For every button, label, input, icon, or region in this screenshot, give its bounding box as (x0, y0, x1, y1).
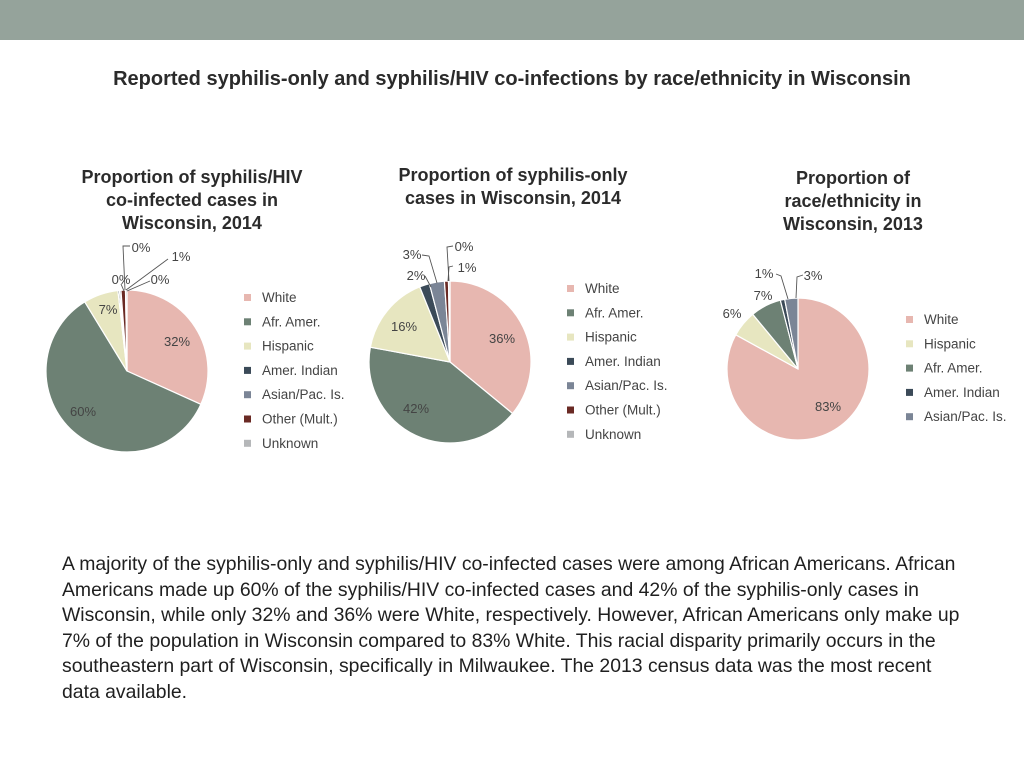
legend-swatch-other-mult (567, 406, 574, 414)
leader-line-amer-indian (775, 273, 789, 300)
legend-item-asian-pac-is: Asian/Pac. Is. (262, 387, 345, 402)
legend-swatch-afr-amer (244, 318, 251, 326)
legend-swatch-amer-indian (906, 388, 913, 396)
legend-swatch-other-mult (244, 415, 251, 423)
legend-item-white: White (585, 281, 620, 296)
legend-swatch-afr-amer (906, 364, 913, 372)
legend: White Afr. Amer. Hispanic Amer. Indian Asian… (244, 290, 345, 451)
legend-item-asian-pac-is: Asian/Pac. Is. (924, 409, 1007, 424)
data-label-amer-indian: 0% (112, 272, 131, 287)
data-label-other-mult: 1% (458, 260, 477, 275)
legend-swatch-white (567, 285, 574, 292)
legend-swatch-amer-indian (244, 366, 251, 374)
pie-slices (368, 280, 532, 444)
legend-item-amer-indian: Amer. Indian (924, 385, 1000, 400)
leader-line-asian-pac-is (126, 280, 151, 292)
data-label-amer-indian: 1% (755, 266, 774, 281)
legend: White Hispanic Afr. Amer. Amer. Indian Asian… (906, 312, 1007, 424)
data-label-white: 83% (815, 399, 841, 414)
data-label-unknown: 0% (455, 239, 474, 254)
legend-item-afr-amer: Afr. Amer. (924, 361, 983, 376)
data-label-white: 32% (164, 334, 190, 349)
pie-slice-afr-amer (368, 346, 514, 444)
legend-swatch-hispanic (244, 342, 251, 350)
legend-swatch-hispanic (906, 340, 913, 348)
legend-swatch-asian-pac-is (906, 413, 913, 421)
page-title: Reported syphilis-only and syphilis/HIV … (113, 68, 911, 90)
legend-swatch-unknown (567, 430, 574, 438)
pie-slice-afr-amer (45, 301, 202, 453)
data-label-other-mult: 1% (172, 249, 191, 264)
legend-item-white: White (262, 290, 297, 305)
chart-title-syphilis-only: Proportion of syphilis-only cases in Wisc… (398, 165, 628, 208)
data-label-asian-pac-is: 0% (151, 272, 170, 287)
legend-swatch-amer-indian (567, 357, 574, 365)
legend-swatch-hispanic (567, 333, 574, 341)
data-label-afr-amer: 42% (403, 401, 429, 416)
data-label-hispanic: 16% (391, 319, 417, 334)
data-label-afr-amer: 7% (754, 288, 773, 303)
pie-slice-white (449, 280, 532, 415)
leader-line-other-mult (125, 258, 169, 291)
legend-item-hispanic: Hispanic (924, 336, 976, 351)
legend-item-other-mult: Other (Mult.) (262, 412, 338, 427)
legend-item-white: White (924, 312, 959, 327)
legend-item-unknown: Unknown (262, 436, 318, 451)
data-label-hispanic: 7% (99, 302, 118, 317)
legend-swatch-afr-amer (567, 309, 574, 317)
legend-swatch-unknown (244, 439, 251, 447)
leader-line-unknown (446, 245, 454, 282)
data-label-white: 36% (489, 331, 515, 346)
legend-item-amer-indian: Amer. Indian (262, 363, 338, 378)
pie-slice-asian-pac-is (783, 297, 799, 370)
legend-item-afr-amer: Afr. Amer. (262, 314, 321, 329)
legend-item-other-mult: Other (Mult.) (585, 403, 661, 418)
legend-item-afr-amer: Afr. Amer. (585, 305, 644, 320)
legend: White Afr. Amer. Hispanic Amer. Indian Asian… (567, 281, 668, 442)
summary-paragraph: A majority of the syphilis-only and syph… (62, 553, 960, 703)
pie-slice-white (126, 289, 209, 406)
legend-item-unknown: Unknown (585, 427, 641, 442)
legend-swatch-asian-pac-is (567, 382, 574, 390)
data-label-asian-pac-is: 3% (804, 268, 823, 283)
pie-slices (726, 297, 870, 441)
chart-title-coinfected: Proportion of syphilis/HIV co-infected ca… (81, 167, 303, 233)
leader-line-unknown (122, 245, 130, 291)
leader-line-asian-pac-is (795, 274, 804, 299)
data-label-unknown: 0% (132, 240, 151, 255)
legend-item-hispanic: Hispanic (262, 339, 314, 354)
legend-swatch-white (906, 316, 913, 323)
legend-item-hispanic: Hispanic (585, 330, 637, 345)
data-label-hispanic: 6% (723, 306, 742, 321)
leader-line-asian-pac-is (421, 254, 438, 284)
legend-swatch-asian-pac-is (244, 391, 251, 399)
data-label-asian-pac-is: 3% (403, 247, 422, 262)
pie-slice-hispanic (369, 286, 451, 363)
chart-title-population: Proportion of race/ethnicity in Wisconsin,… (783, 168, 923, 234)
pie-slices (45, 289, 209, 453)
data-label-afr-amer: 60% (70, 404, 96, 419)
legend-item-asian-pac-is: Asian/Pac. Is. (585, 378, 668, 393)
leader-line-amer-indian (120, 283, 125, 292)
data-label-amer-indian: 2% (407, 268, 426, 283)
pie-slice-unknown (447, 280, 451, 363)
header-bar (0, 0, 1024, 40)
legend-item-amer-indian: Amer. Indian (585, 354, 661, 369)
leader-line-amer-indian (424, 275, 432, 288)
legend-swatch-white (244, 294, 251, 301)
